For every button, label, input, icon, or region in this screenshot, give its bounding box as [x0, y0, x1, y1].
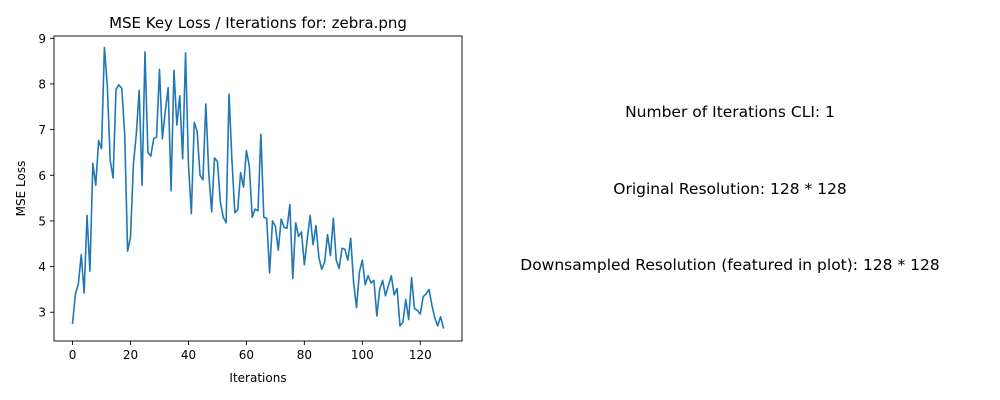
iterations-cli-text: Number of Iterations CLI: 1: [625, 103, 835, 121]
x-tick-label: 40: [181, 348, 196, 362]
y-tick-label: 6: [38, 169, 46, 183]
y-tick-label: 9: [38, 32, 46, 46]
y-tick-label: 4: [38, 260, 46, 274]
series-line-mse-loss: [71, 46, 445, 329]
y-tick-label: 7: [38, 123, 46, 137]
x-axis-ticks: 0 20 40 60 80 100 120: [69, 341, 432, 362]
y-tick-label: 3: [38, 306, 46, 320]
x-tick-label: 20: [123, 348, 138, 362]
y-tick-label: 5: [38, 214, 46, 228]
plot-frame: [53, 35, 463, 342]
x-axis-label: Iterations: [229, 371, 286, 385]
x-tick-label: 120: [409, 348, 432, 362]
downsampled-resolution-text: Downsampled Resolution (featured in plot…: [520, 256, 939, 274]
y-axis-ticks: 3 4 5 6 7 8 9: [38, 32, 54, 320]
info-panel: Number of Iterations CLI: 1 Original Res…: [520, 103, 939, 274]
loss-chart: MSE Key Loss / Iterations for: zebra.png…: [14, 14, 463, 385]
x-tick-label: 100: [351, 348, 374, 362]
x-tick-label: 60: [239, 348, 254, 362]
y-axis-label: MSE Loss: [14, 161, 28, 217]
x-tick-label: 80: [297, 348, 312, 362]
original-resolution-text: Original Resolution: 128 * 128: [613, 180, 847, 198]
x-tick-label: 0: [69, 348, 77, 362]
y-tick-label: 8: [38, 77, 46, 91]
chart-title: MSE Key Loss / Iterations for: zebra.png: [109, 14, 407, 32]
